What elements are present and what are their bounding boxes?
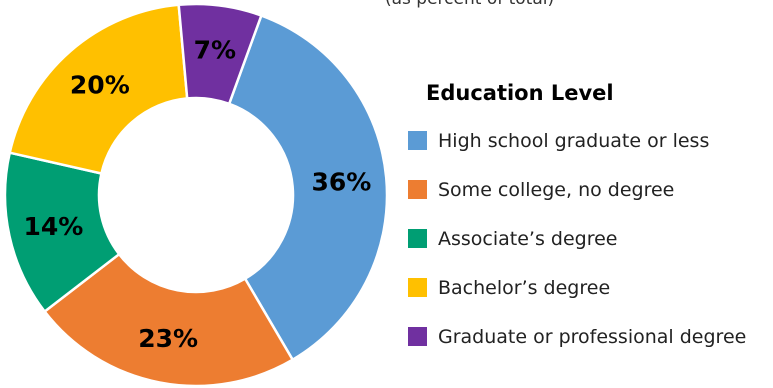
slice-label-some-college-no-degree: 23% (138, 324, 198, 353)
legend: Education Level High school graduate or … (408, 78, 768, 361)
legend-item-graduate-or-professional-degree: Graduate or professional degree (408, 312, 768, 361)
legend-item-high-school-graduate-or-less: High school graduate or less (408, 116, 768, 165)
donut-chart: 36% 23% 14% 20% 7% (3, 2, 389, 388)
legend-swatch (408, 327, 427, 346)
donut-slice-graduate-or-professional-degree (177, 2, 263, 106)
legend-item-bachelor-s-degree: Bachelor’s degree (408, 263, 768, 312)
legend-swatch (408, 131, 427, 150)
donut-slice-high-school-graduate-or-less (227, 13, 389, 362)
legend-swatch (408, 278, 427, 297)
donut-slice-bachelor-s-degree (8, 3, 189, 176)
legend-title: Education Level (426, 81, 614, 105)
legend-item-associate-s-degree: Associate’s degree (408, 214, 768, 263)
clipped-header-text: (as percent of total) (385, 0, 554, 9)
legend-label: Associate’s degree (438, 227, 618, 250)
legend-items: High school graduate or less Some college… (408, 116, 768, 361)
slice-label-high-school-graduate-or-less: 36% (311, 167, 371, 196)
slice-label-bachelor-s-degree: 20% (70, 71, 130, 100)
donut-slices (3, 2, 389, 388)
legend-swatch (408, 229, 427, 248)
slice-label-graduate-or-professional-degree: 7% (194, 36, 236, 65)
legend-label: Some college, no degree (438, 178, 675, 201)
legend-label: High school graduate or less (438, 129, 710, 152)
legend-swatch (408, 180, 427, 199)
donut-slice-labels: 36% 23% 14% 20% 7% (23, 36, 371, 353)
legend-label: Bachelor’s degree (438, 276, 611, 299)
donut-slice-some-college-no-degree (42, 252, 295, 388)
legend-item-some-college-no-degree: Some college, no degree (408, 165, 768, 214)
legend-label: Graduate or professional degree (438, 325, 747, 348)
slice-label-associate-s-degree: 14% (23, 212, 83, 241)
